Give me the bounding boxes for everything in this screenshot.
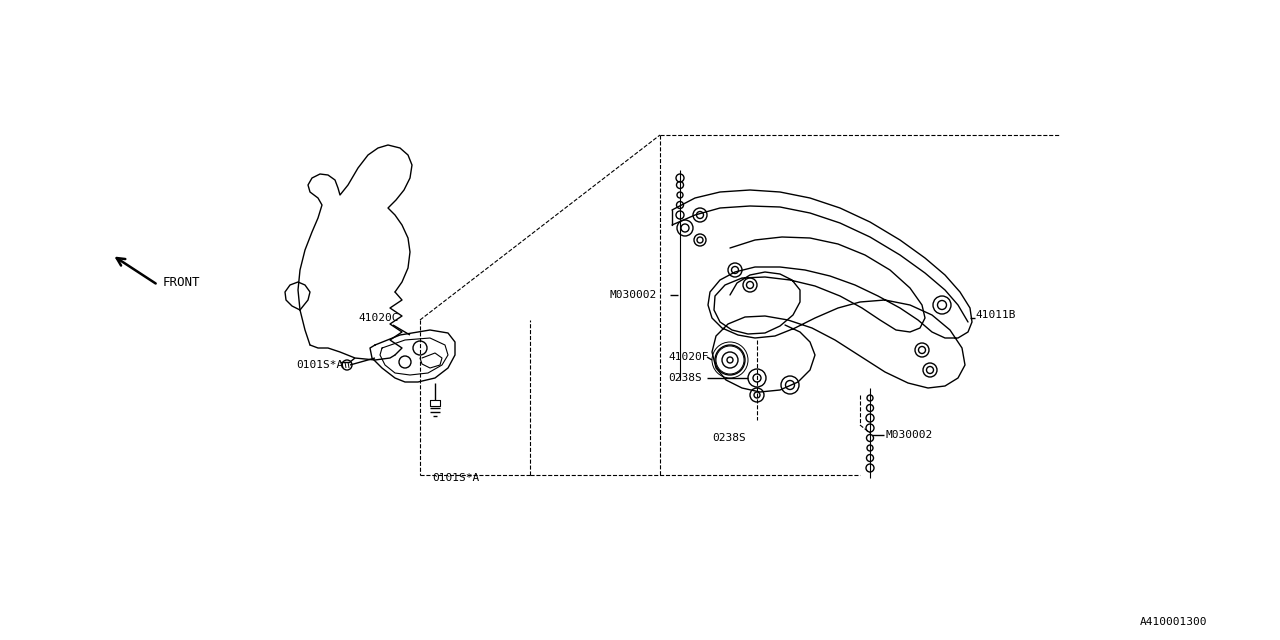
Text: 41020C: 41020C xyxy=(358,313,398,323)
Text: 41020F: 41020F xyxy=(668,352,709,362)
Text: 0101S*A: 0101S*A xyxy=(296,360,343,370)
Text: M030002: M030002 xyxy=(611,290,657,300)
Text: 0238S: 0238S xyxy=(668,373,701,383)
Text: M030002: M030002 xyxy=(884,430,932,440)
Text: 0101S*A: 0101S*A xyxy=(433,473,479,483)
Text: 0238S: 0238S xyxy=(712,433,746,443)
Text: 41011B: 41011B xyxy=(975,310,1015,320)
Text: A410001300: A410001300 xyxy=(1140,617,1207,627)
Text: FRONT: FRONT xyxy=(163,275,201,289)
